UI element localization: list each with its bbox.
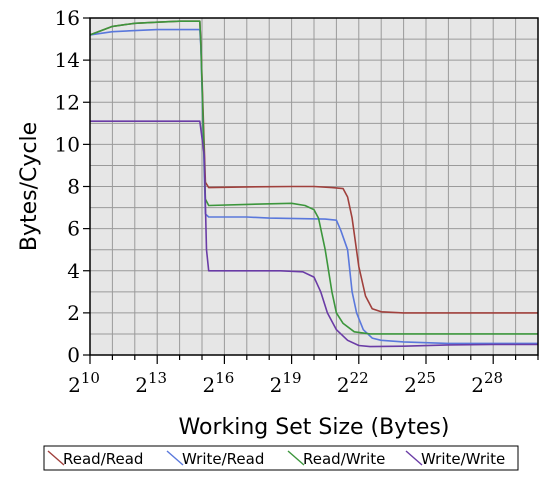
legend-swatch	[166, 450, 184, 466]
y-tick-label: 4	[67, 259, 80, 283]
x-tick-label: 225	[404, 369, 436, 397]
y-tick-label: 6	[67, 217, 80, 241]
legend-swatch	[287, 450, 305, 466]
y-tick-labels: 0 2 4 6 8 10 12 14 16	[55, 6, 80, 367]
y-tick-label: 12	[55, 90, 80, 114]
legend: Read/Read Write/Read Read/Write Write/Write	[43, 445, 519, 471]
series-line	[90, 120, 538, 348]
y-tick-label: 2	[67, 301, 80, 325]
x-tick-label: 228	[471, 369, 503, 397]
series-line	[89, 20, 538, 335]
y-axis-title: Bytes/Cycle	[17, 122, 42, 251]
x-tick-label: 210	[68, 369, 100, 397]
axis-ticks	[83, 17, 539, 364]
y-tick-label: 0	[67, 343, 80, 367]
x-tick-label: 219	[270, 369, 302, 397]
legend-swatch	[405, 450, 423, 466]
y-tick-label: 10	[55, 132, 80, 156]
series-line	[89, 28, 538, 345]
legend-label: Read/Write	[303, 450, 385, 468]
series-lines	[89, 20, 538, 348]
legend-label: Read/Read	[63, 450, 143, 468]
legend-label: Write/Write	[421, 450, 505, 468]
x-tick-label: 213	[135, 369, 167, 397]
y-tick-label: 14	[55, 48, 80, 72]
x-tick-labels: 210 213 216 219 222 225 228	[68, 369, 503, 397]
legend-box	[43, 445, 519, 471]
legend-swatch	[47, 450, 65, 466]
x-tick-label: 222	[337, 369, 369, 397]
x-tick-label: 216	[202, 369, 234, 397]
x-axis-title: Working Set Size (Bytes)	[179, 415, 450, 440]
y-tick-label: 16	[55, 6, 80, 30]
legend-label: Write/Read	[182, 450, 264, 468]
y-tick-label: 8	[67, 175, 80, 199]
